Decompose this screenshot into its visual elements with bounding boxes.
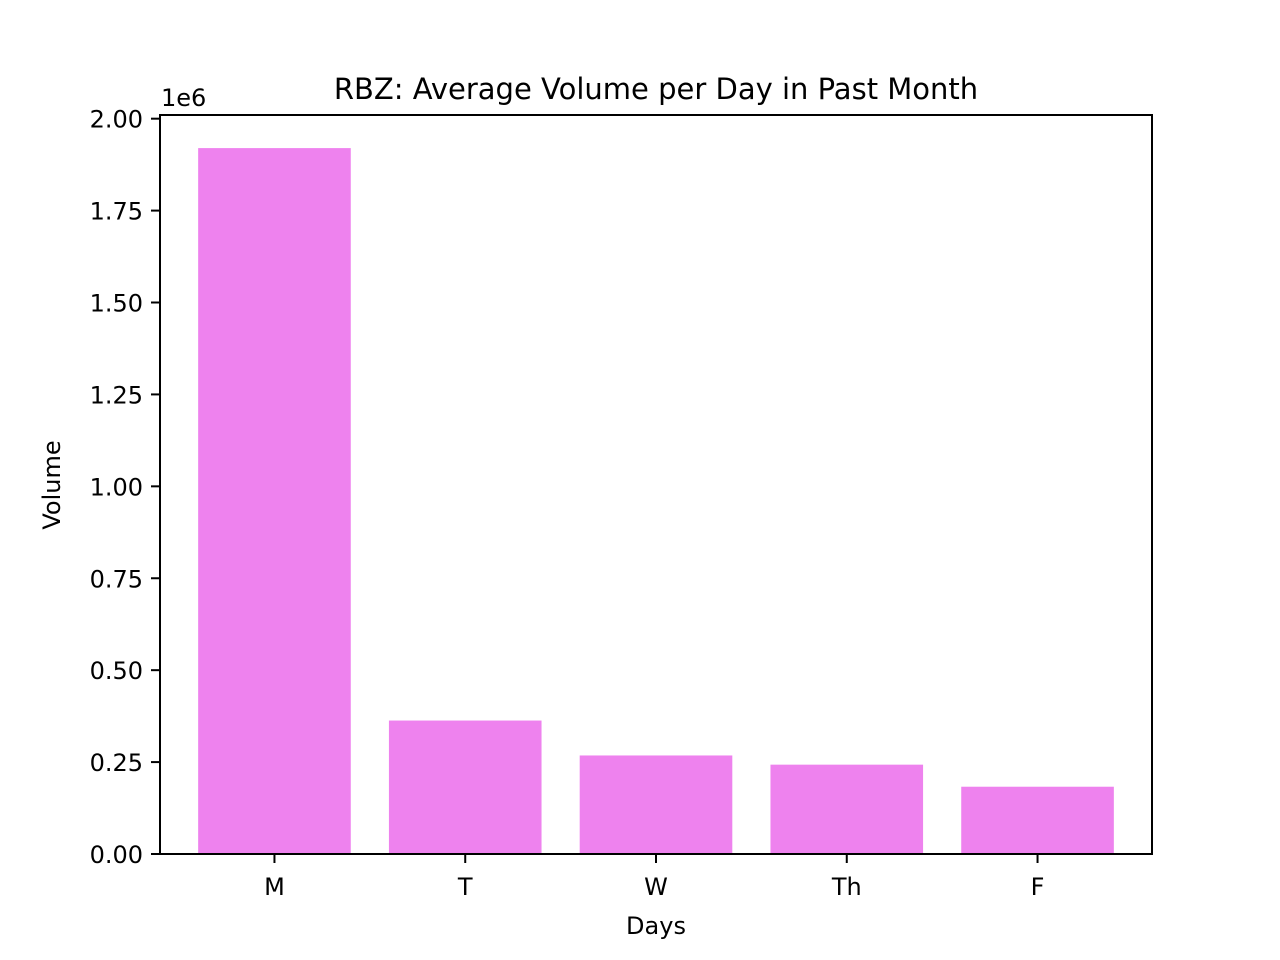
- y-tick-label: 0.25: [90, 749, 143, 777]
- y-tick-label: 1.00: [90, 473, 143, 501]
- bar-w: [579, 755, 733, 854]
- bar-m: [198, 148, 351, 855]
- y-tick-label: 0.50: [90, 657, 143, 685]
- y-tick-label: 1.50: [90, 290, 143, 318]
- bar-f: [961, 786, 1114, 854]
- bars-layer: [198, 148, 1114, 855]
- ticks-layer: M T W Th F 0.00 0.25 0.50 0.75 1.00 1.25 1.50 1.75 2.…: [90, 106, 1045, 901]
- x-axis-label: Days: [626, 912, 686, 940]
- x-tick-label: F: [1031, 873, 1045, 901]
- x-tick-label: Th: [831, 873, 862, 901]
- y-tick-label: 0.75: [90, 565, 143, 593]
- x-tick-label: T: [457, 873, 473, 901]
- y-offset-label: 1e6: [161, 84, 206, 112]
- plot-frame: [159, 114, 1153, 855]
- y-tick-label: 2.00: [90, 106, 143, 134]
- y-tick-label: 1.75: [90, 198, 143, 226]
- bar-t: [388, 720, 542, 854]
- y-tick-label: 0.00: [90, 841, 143, 869]
- bar-th: [770, 764, 924, 854]
- chart-title: RBZ: Average Volume per Day in Past Mont…: [334, 72, 978, 106]
- x-tick-label: W: [644, 873, 668, 901]
- x-tick-label: M: [264, 873, 285, 901]
- y-axis-label: Volume: [38, 440, 66, 529]
- y-tick-label: 1.25: [90, 381, 143, 409]
